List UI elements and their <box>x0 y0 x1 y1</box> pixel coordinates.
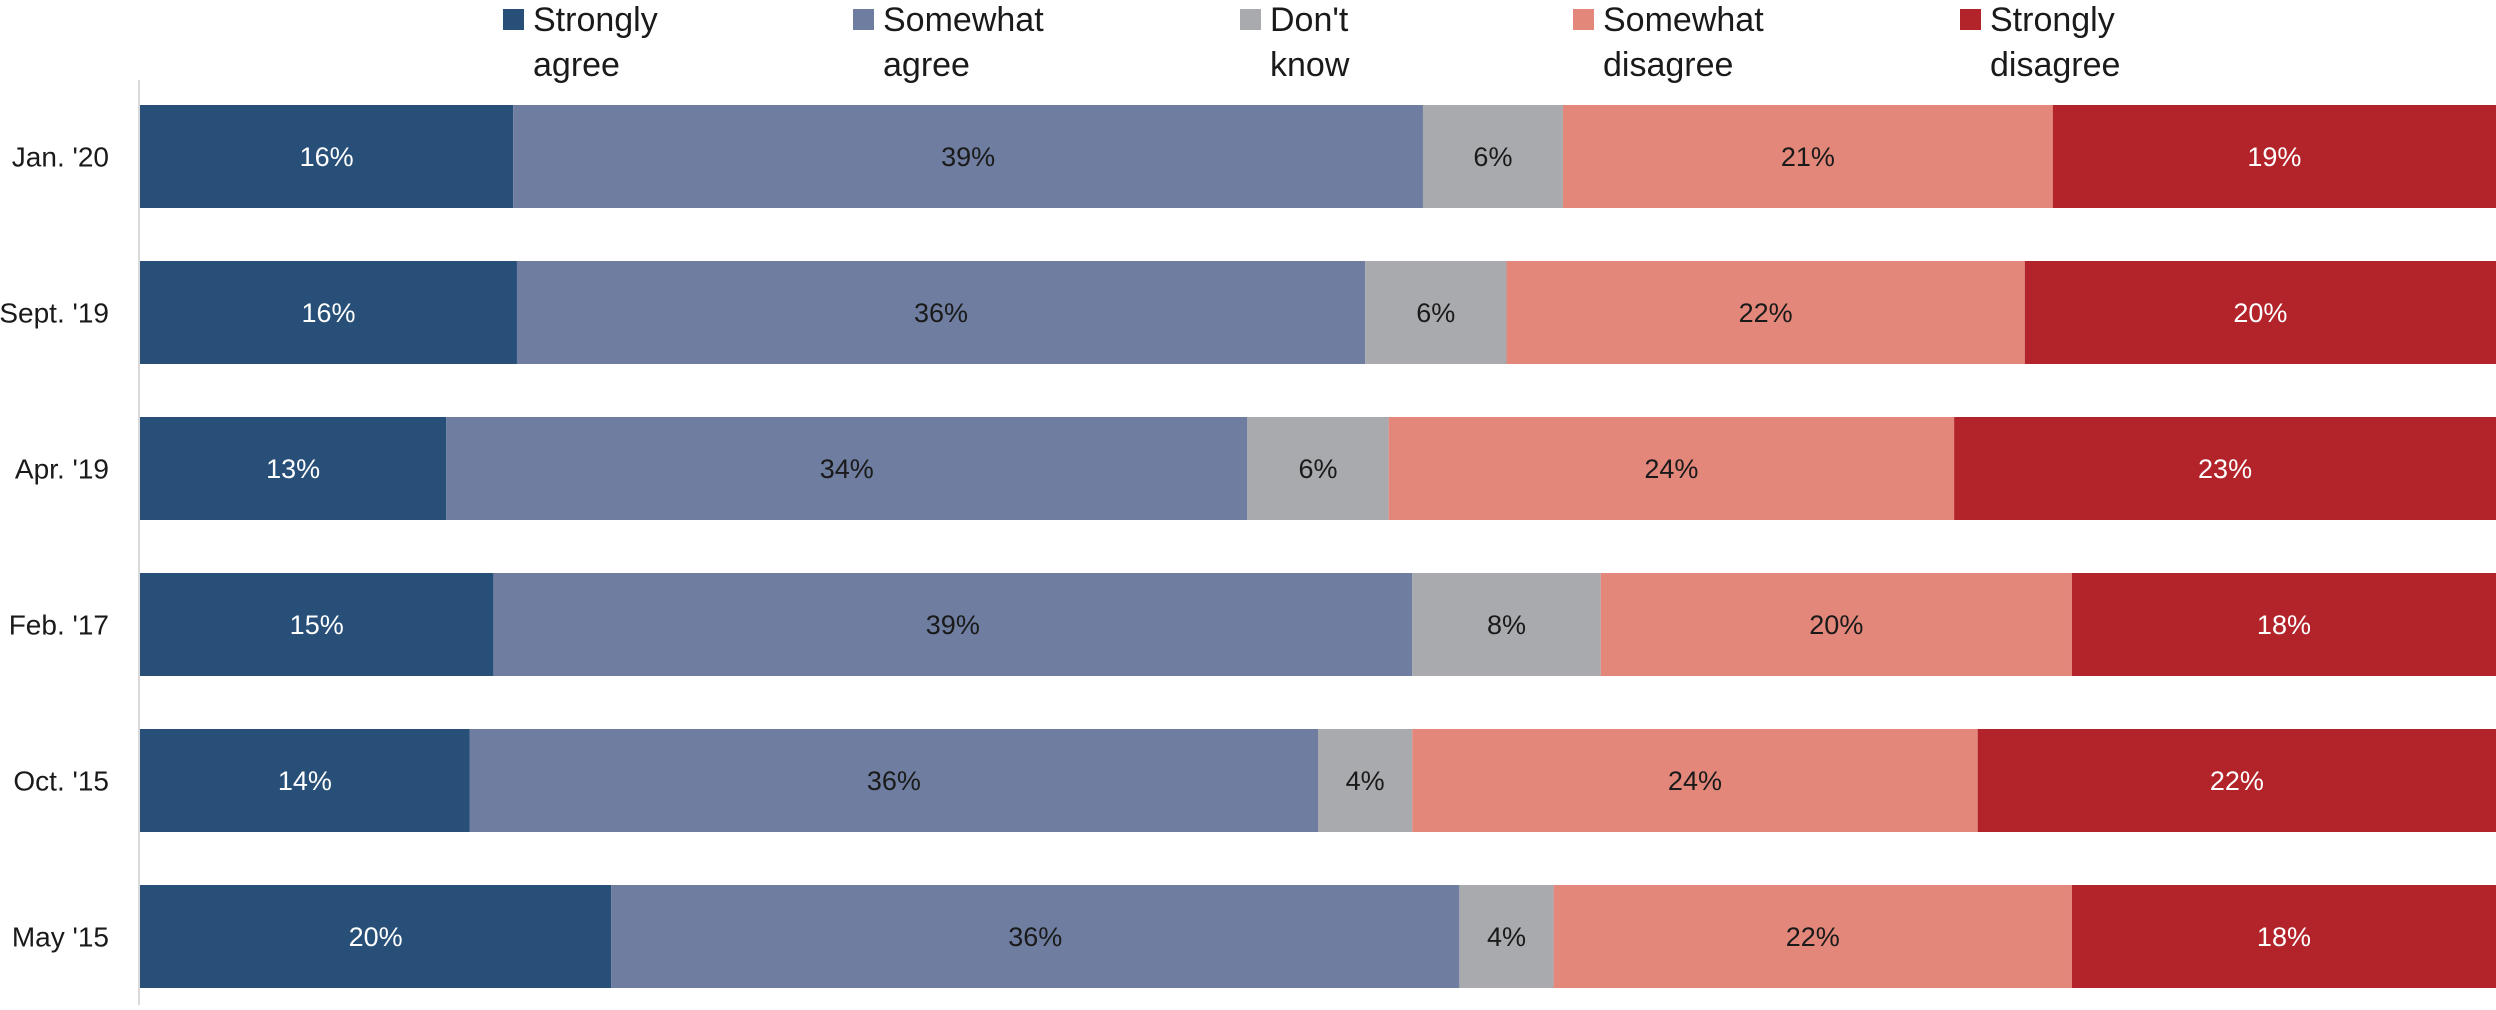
bar-segment-somewhat-agree <box>469 729 1319 832</box>
bar-row-oct-15: 14% 36% 4% 24% 22% <box>140 729 2496 832</box>
data-label: 6% <box>1473 142 1512 172</box>
bar-segment-don-t-know <box>1412 573 1601 676</box>
data-label: 20% <box>1809 610 1863 640</box>
legend-item-strongly-agree: Strongly agree <box>503 1 658 84</box>
data-label: 8% <box>1487 610 1526 640</box>
legend-label: Don't know <box>1270 1 1350 84</box>
data-label: 24% <box>1668 766 1722 796</box>
bar-segment-don-t-know <box>1459 885 1554 988</box>
category-label: Jan. '20 <box>12 142 109 173</box>
data-label: 6% <box>1298 454 1337 484</box>
data-label: 18% <box>2257 922 2311 952</box>
bar-row-apr-19: 13% 34% 6% 24% 23% <box>140 417 2496 520</box>
legend-swatch <box>1960 9 1981 30</box>
data-label: 15% <box>290 610 344 640</box>
category-label: Apr. '19 <box>15 454 109 485</box>
data-label: 39% <box>941 142 995 172</box>
data-label: 34% <box>820 454 874 484</box>
data-label: 36% <box>914 298 968 328</box>
legend-swatch <box>1240 9 1261 30</box>
bar-segment-somewhat-disagree <box>1506 261 2025 364</box>
bar-segment-somewhat-agree <box>513 105 1423 208</box>
legend-label: Somewhat agree <box>883 1 1044 84</box>
bar-segment-strongly-agree <box>140 573 494 676</box>
bar-segment-don-t-know <box>1318 729 1413 832</box>
bar-segment-don-t-know <box>1247 417 1389 520</box>
y-axis-labels: Jan. '20 Sept. '19 Apr. '19 Feb. '17 Oct. '1… <box>0 142 109 953</box>
bar-segment-strongly-agree <box>140 261 517 364</box>
bar-segment-somewhat-agree <box>611 885 1460 988</box>
data-label: 14% <box>278 766 332 796</box>
category-label: Feb. '17 <box>9 610 109 641</box>
legend-swatch <box>503 9 524 30</box>
legend-swatch <box>853 9 874 30</box>
bar-segment-strongly-disagree <box>2071 885 2496 988</box>
legend-swatch <box>1573 9 1594 30</box>
bar-segment-strongly-disagree <box>1954 417 2496 520</box>
data-label: 21% <box>1781 142 1835 172</box>
legend-label: Strongly disagree <box>1990 1 2120 84</box>
bar-row-sept-19: 16% 36% 6% 22% 20% <box>140 261 2496 364</box>
bar-segment-somewhat-disagree <box>1562 105 2053 208</box>
bar-segment-strongly-disagree <box>2024 261 2496 364</box>
category-label: Sept. '19 <box>0 298 109 329</box>
legend-item-strongly-disagree: Strongly disagree <box>1960 1 2120 84</box>
data-label: 36% <box>1008 922 1062 952</box>
category-label: May '15 <box>12 922 109 953</box>
data-label: 39% <box>926 610 980 640</box>
bar-segment-strongly-agree <box>140 417 447 520</box>
bar-segment-somewhat-agree <box>446 417 1248 520</box>
data-label: 24% <box>1644 454 1698 484</box>
data-label: 22% <box>2210 766 2264 796</box>
bar-segment-strongly-agree <box>140 885 612 988</box>
bar-segment-strongly-agree <box>140 729 470 832</box>
bar-row-may-15: 20% 36% 4% 22% 18% <box>140 885 2496 988</box>
data-label: 13% <box>266 454 320 484</box>
bar-segment-somewhat-agree <box>516 261 1366 364</box>
bar-segment-somewhat-disagree <box>1553 885 2072 988</box>
bar-segment-strongly-agree <box>140 105 514 208</box>
legend-item-somewhat-agree: Somewhat agree <box>853 1 1044 84</box>
legend-label: Somewhat disagree <box>1603 1 1764 84</box>
bar-segment-somewhat-disagree <box>1388 417 1955 520</box>
bar-segment-somewhat-disagree <box>1412 729 1978 832</box>
bar-segment-strongly-disagree <box>1977 729 2496 832</box>
data-label: 16% <box>300 142 354 172</box>
data-label: 19% <box>2247 142 2301 172</box>
bar-segment-strongly-disagree <box>2052 105 2496 208</box>
bar-segment-somewhat-agree <box>493 573 1413 676</box>
data-label: 4% <box>1487 922 1526 952</box>
data-label: 4% <box>1346 766 1385 796</box>
bar-segment-strongly-disagree <box>2071 573 2496 676</box>
category-label: Oct. '15 <box>13 766 109 797</box>
data-label: 16% <box>301 298 355 328</box>
data-label: 20% <box>349 922 403 952</box>
bar-row-feb-17: 15% 39% 8% 20% 18% <box>140 573 2496 676</box>
legend: Strongly agree Somewhat agree Don't know Somew… <box>503 1 2120 84</box>
data-label: 23% <box>2198 454 2252 484</box>
data-label: 22% <box>1739 298 1793 328</box>
bar-row-jan-20: 16% 39% 6% 21% 19% <box>140 105 2496 208</box>
data-label: 6% <box>1416 298 1455 328</box>
data-label: 18% <box>2257 610 2311 640</box>
plot-area: 16% 39% 6% 21% 19% 16% 36% 6% 22% 20% 13% 34% 6% 24% 2… <box>140 105 2496 988</box>
legend-item-somewhat-disagree: Somewhat disagree <box>1573 1 1764 84</box>
data-label: 22% <box>1786 922 1840 952</box>
data-label: 36% <box>867 766 921 796</box>
bar-segment-don-t-know <box>1422 105 1563 208</box>
bar-segment-somewhat-disagree <box>1600 573 2072 676</box>
bar-segment-don-t-know <box>1365 261 1507 364</box>
data-label: 20% <box>2233 298 2287 328</box>
legend-label: Strongly agree <box>533 1 658 84</box>
legend-item-don-t-know: Don't know <box>1240 1 1350 84</box>
